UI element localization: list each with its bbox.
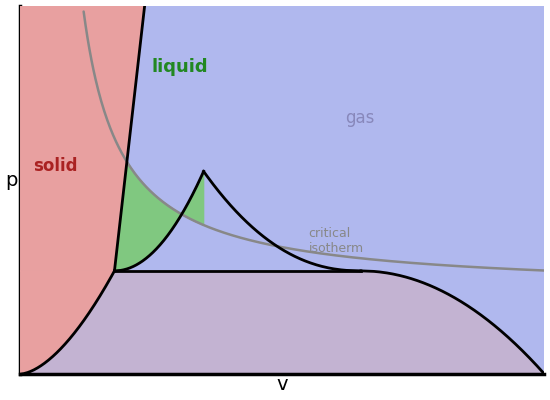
Polygon shape <box>20 271 114 374</box>
Polygon shape <box>20 271 544 374</box>
Polygon shape <box>20 6 145 271</box>
Polygon shape <box>20 6 544 374</box>
Polygon shape <box>82 3 204 271</box>
Y-axis label: p: p <box>6 171 18 190</box>
X-axis label: v: v <box>277 376 288 394</box>
Text: gas: gas <box>345 110 375 128</box>
Text: critical
isotherm: critical isotherm <box>309 227 364 255</box>
Text: liquid: liquid <box>151 58 208 76</box>
Text: solid: solid <box>33 157 78 175</box>
